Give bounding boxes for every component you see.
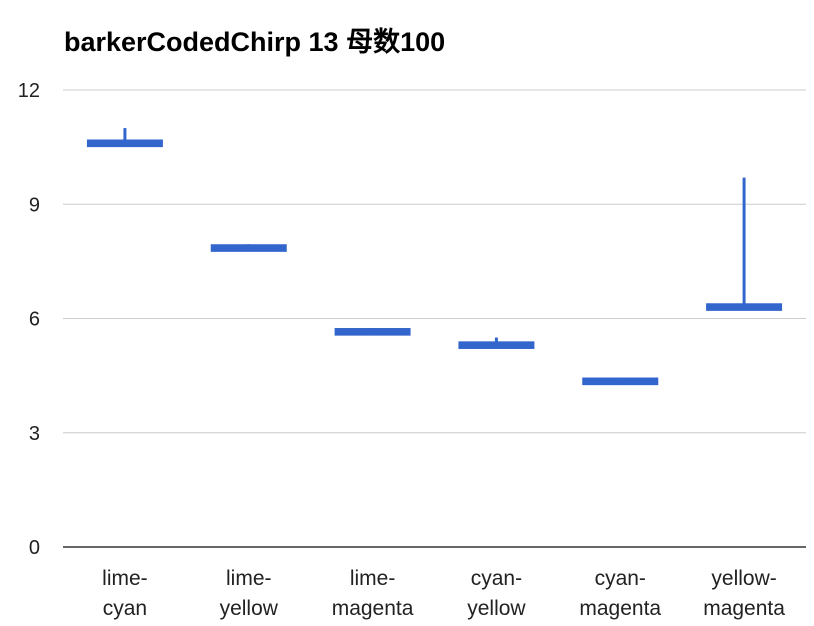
x-tick-label: lime-	[102, 567, 148, 590]
x-tick-label: magenta	[703, 597, 785, 620]
x-tick-label: yellow-	[711, 567, 776, 590]
x-tick-label: cyan	[103, 597, 147, 620]
x-tick-label: cyan-	[595, 567, 646, 590]
y-tick-label: 9	[29, 194, 40, 216]
x-tick-label: lime-	[226, 567, 272, 590]
candle-body	[458, 341, 535, 349]
x-tick-labels: lime-cyan lime-yellow lime-magenta cyan-yel…	[102, 567, 785, 620]
x-tick-label: yellow	[220, 597, 279, 620]
candle-body	[210, 244, 287, 252]
x-tick-label: magenta	[332, 597, 414, 620]
y-tick-labels: 0 3 6 9 12	[18, 80, 40, 559]
y-tick-label: 3	[29, 423, 40, 445]
y-tick-label: 0	[29, 537, 40, 559]
candle-body	[86, 139, 163, 148]
grid-layer	[63, 89, 806, 548]
y-tick-label: 6	[29, 309, 40, 331]
candle-body	[706, 303, 783, 311]
candle-body	[334, 328, 411, 336]
chart-title: barkerCodedChirp 13 母数100	[64, 27, 446, 57]
x-tick-label: cyan-	[471, 567, 522, 590]
x-tick-label: lime-	[350, 567, 396, 590]
y-tick-label: 12	[18, 80, 40, 102]
x-tick-label: magenta	[579, 597, 661, 620]
candle-marks	[86, 128, 783, 386]
x-tick-label: yellow	[467, 597, 526, 620]
candle-body	[582, 377, 659, 386]
